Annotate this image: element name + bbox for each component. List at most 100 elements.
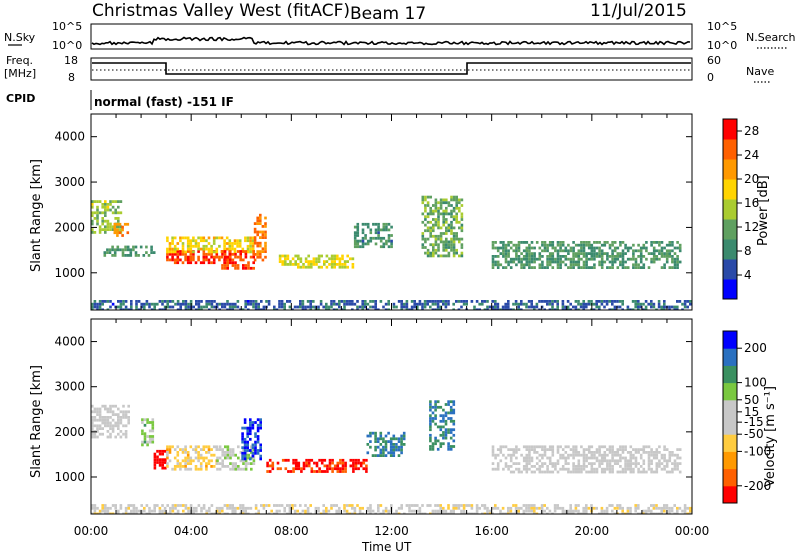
data-cell: [197, 255, 200, 259]
data-cell: [585, 257, 588, 261]
data-cell: [93, 410, 97, 414]
data-cell: [658, 445, 661, 449]
data-cell: [574, 470, 578, 474]
data-cell: [122, 432, 125, 436]
data-cell: [548, 448, 552, 451]
data-cell: [442, 212, 445, 216]
data-cell: [689, 300, 692, 303]
data-cell: [256, 222, 259, 225]
data-cell: [364, 222, 367, 226]
data-cell: [325, 302, 328, 306]
data-cell: [541, 448, 544, 451]
data-cell: [634, 260, 638, 264]
data-cell: [226, 465, 230, 468]
data-cell: [354, 458, 358, 462]
data-cell: [296, 305, 299, 309]
data-cell: [382, 305, 385, 309]
data-cell: [413, 302, 416, 306]
data-cell: [132, 504, 136, 507]
data-cell: [385, 239, 388, 243]
data-cell: [483, 512, 487, 514]
data-cell: [361, 245, 365, 249]
data-cell: [314, 506, 318, 510]
data-cell: [134, 254, 138, 257]
data-cell: [251, 443, 255, 447]
data-cell: [577, 512, 580, 514]
freq-tick-top: 18: [64, 54, 78, 67]
x-tick-label: 00:00: [675, 524, 710, 538]
data-cell: [226, 504, 229, 507]
data-cell: [309, 308, 312, 310]
data-cell: [616, 453, 620, 457]
data-cell: [432, 254, 435, 258]
data-cell: [553, 504, 557, 507]
data-cell: [257, 509, 260, 513]
data-cell: [424, 237, 427, 241]
data-cell: [574, 308, 578, 310]
data-cell: [437, 223, 440, 227]
data-cell: [390, 504, 393, 507]
data-cell: [246, 239, 250, 243]
data-cell: [434, 442, 437, 446]
data-cell: [104, 506, 107, 510]
data-cell: [663, 300, 666, 303]
data-cell: [333, 254, 336, 258]
data-cell: [351, 263, 355, 266]
data-cell: [450, 237, 453, 241]
data-cell: [246, 440, 249, 444]
data-cell: [402, 443, 406, 446]
data-cell: [530, 456, 534, 460]
data-cell: [293, 512, 297, 514]
data-cell: [488, 512, 492, 514]
data-cell: [197, 445, 200, 449]
colorbar-frame: [722, 330, 738, 504]
data-cell: [580, 453, 583, 457]
data-cell: [530, 470, 534, 474]
data-cell: [444, 436, 448, 440]
data-cell: [163, 305, 167, 309]
data-cell: [593, 241, 596, 244]
data-cell: [556, 308, 559, 310]
data-cell: [250, 467, 253, 471]
data-cell: [96, 217, 99, 220]
data-cell: [352, 464, 355, 468]
data-cell: [660, 453, 664, 457]
data-cell: [366, 434, 370, 438]
data-cell: [281, 263, 284, 266]
data-cell: [163, 506, 167, 510]
data-cell: [379, 239, 383, 243]
data-cell: [96, 308, 99, 310]
colorbar-tick-label: 20: [744, 172, 759, 186]
data-cell: [199, 456, 203, 460]
data-cell: [683, 305, 687, 309]
data-cell: [424, 195, 427, 199]
data-cell: [673, 308, 676, 310]
data-cell: [145, 302, 149, 306]
data-cell: [129, 248, 133, 252]
data-cell: [426, 504, 429, 507]
data-cell: [205, 456, 208, 460]
data-cell: [556, 445, 560, 449]
data-cell: [253, 227, 257, 231]
data-cell: [166, 448, 169, 451]
y-tick-label: 1000: [54, 470, 85, 484]
data-cell: [624, 467, 627, 471]
data-cell: [642, 459, 646, 463]
data-cell: [153, 466, 157, 470]
data-cell: [408, 509, 411, 513]
data-cell: [336, 470, 340, 473]
data-cell: [244, 506, 247, 510]
data-cell: [564, 263, 568, 267]
data-cell: [522, 266, 526, 269]
data-cell: [499, 512, 502, 514]
data-cell: [372, 236, 375, 240]
data-cell: [515, 467, 518, 471]
data-cell: [328, 263, 331, 266]
data-cell: [668, 456, 672, 460]
data-cell: [569, 512, 572, 514]
data-cell: [182, 509, 185, 513]
data-cell: [642, 445, 646, 449]
data-cell: [93, 217, 97, 220]
data-cell: [284, 260, 287, 263]
data-cell: [377, 509, 380, 513]
